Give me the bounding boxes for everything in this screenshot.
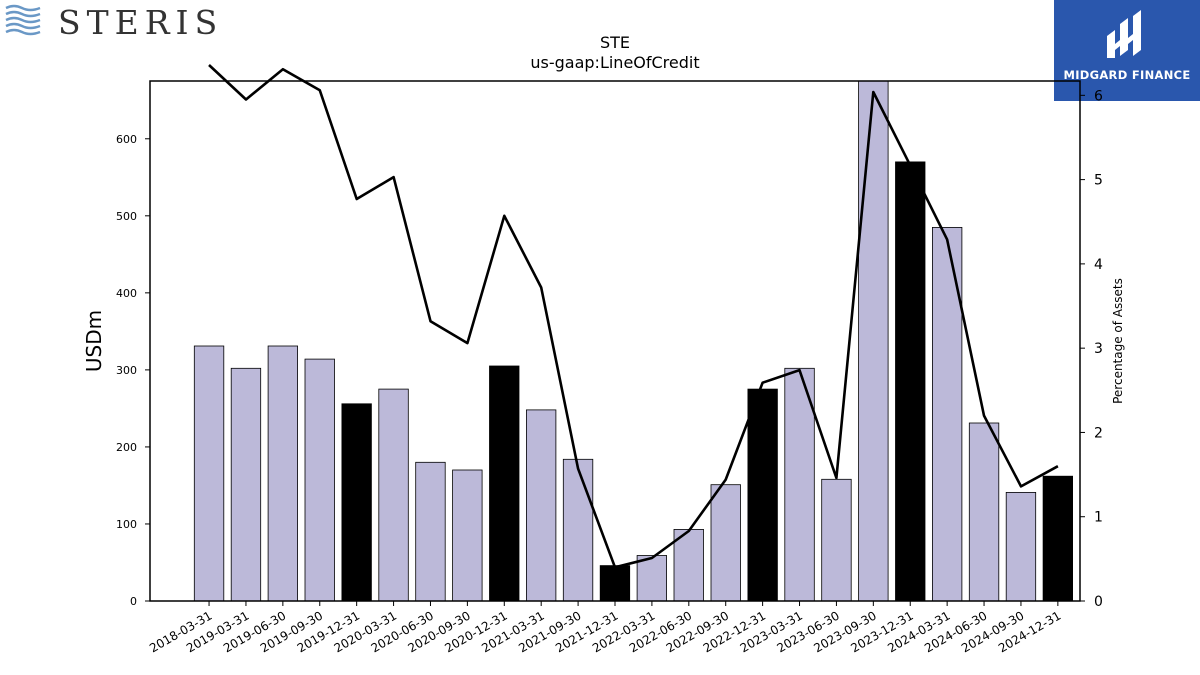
y-tick-label: 0 xyxy=(130,595,137,608)
y-tick-label: 100 xyxy=(116,518,137,531)
y-tick-label: 400 xyxy=(116,287,137,300)
bar xyxy=(821,478,852,602)
midgard-finance-logo: MIDGARD FINANCE xyxy=(1054,0,1200,101)
y2-tick-label: 0 xyxy=(1094,594,1103,610)
bar xyxy=(415,461,446,602)
bar xyxy=(193,345,225,602)
y-tick-label: 500 xyxy=(116,210,137,223)
bar xyxy=(599,565,631,602)
bar xyxy=(267,345,299,602)
midgard-mark-icon xyxy=(1107,10,1141,58)
y-tick-label: 200 xyxy=(116,441,137,454)
bar xyxy=(1042,475,1073,602)
midgard-logo-text: MIDGARD FINANCE xyxy=(1063,68,1191,82)
steris-logo-text: STERIS xyxy=(58,3,224,42)
y-tick-label: 300 xyxy=(116,364,137,377)
y2-tick-label: 6 xyxy=(1094,88,1103,104)
bar xyxy=(341,403,372,602)
bar xyxy=(489,365,520,602)
chart-title: STE xyxy=(600,33,630,52)
bar xyxy=(378,388,409,602)
y-axis-label: USDm xyxy=(82,310,106,372)
steris-waves-icon xyxy=(5,4,41,36)
chart-subtitle: us-gaap:LineOfCredit xyxy=(530,53,699,72)
y2-tick-label: 3 xyxy=(1094,341,1103,357)
y-tick-label: 600 xyxy=(116,133,137,146)
bar xyxy=(526,409,557,602)
bar xyxy=(673,529,704,602)
percentage-of-assets-line xyxy=(208,64,1059,569)
bar xyxy=(230,367,262,602)
bar xyxy=(968,422,1000,602)
steris-logo: STERIS xyxy=(4,4,217,40)
bar xyxy=(452,469,483,602)
y2-tick-label: 1 xyxy=(1094,510,1103,526)
bar xyxy=(784,367,815,602)
y2-tick-label: 5 xyxy=(1094,173,1103,189)
plot-area: 010020030040050060001234562018-03-312019… xyxy=(116,64,1103,655)
bar xyxy=(858,80,889,602)
y2-tick-label: 4 xyxy=(1094,257,1103,273)
bar xyxy=(747,388,778,602)
y2-axis-label: Percentage of Assets xyxy=(1111,278,1125,404)
y2-tick-label: 2 xyxy=(1094,425,1103,441)
bar xyxy=(1005,491,1037,602)
bar xyxy=(304,358,335,602)
bar xyxy=(895,161,926,602)
bar xyxy=(636,555,667,602)
bar xyxy=(562,458,594,602)
bar xyxy=(710,484,741,602)
